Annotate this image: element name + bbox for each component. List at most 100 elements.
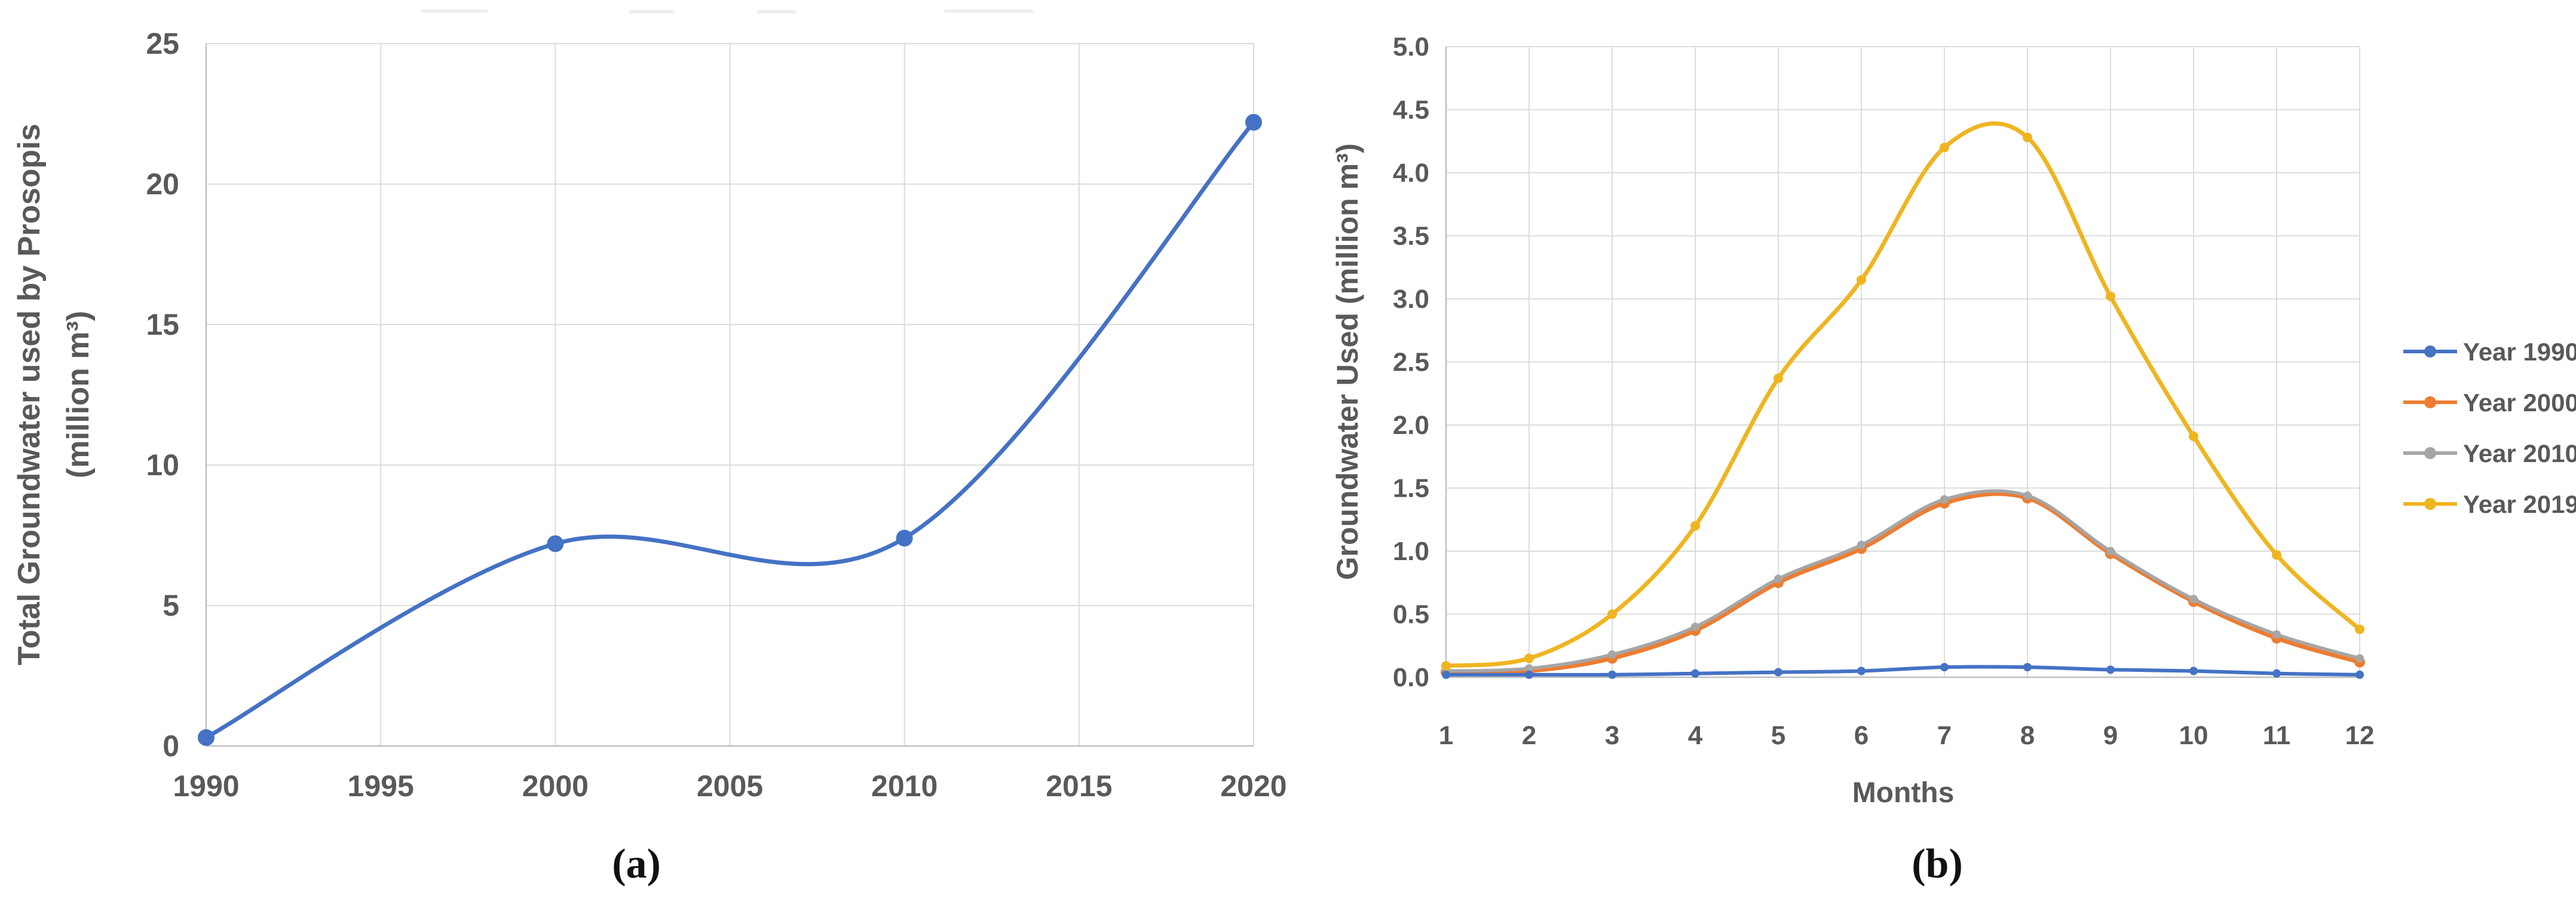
data-point-marker [2355,624,2364,634]
y-tick-label: 1.5 [1393,474,1429,503]
x-tick-label: 9 [2103,721,2118,750]
y-tick-label: 0.0 [1393,663,1429,692]
data-point-marker [1774,373,1783,383]
x-tick-label: 2000 [522,769,589,803]
chart-a-caption: (a) [612,841,661,887]
data-point-marker [2106,291,2115,301]
chart-b-gridlines [1445,46,2360,678]
series-line-year-2019 [1444,121,2362,668]
data-point-marker [2272,669,2281,678]
data-point-marker [2356,654,2364,663]
y-tick-label: 1.0 [1393,537,1429,566]
x-tick-label: 11 [2263,721,2291,750]
data-point-marker [2023,491,2032,500]
chart-a-gridlines [205,43,1254,747]
legend-marker [2424,498,2436,510]
data-point-marker [1857,540,1866,549]
data-point-marker [1940,142,1949,152]
data-point-marker [2356,670,2364,679]
y-tick-label: 4.5 [1393,96,1429,125]
y-tick-label: 0.5 [1393,600,1429,629]
data-point-marker [1690,521,1700,531]
legend-label: Year 2010 [2463,439,2576,467]
y-tick-label: 10 [146,448,179,482]
legend-marker [2424,346,2436,357]
y-tick-label: 4.0 [1393,158,1429,188]
y-tick-label: 20 [146,167,179,201]
data-point-marker [1525,670,1533,679]
y-tick-label: 2.5 [1393,348,1429,377]
y-tick-label: 3.5 [1393,222,1429,251]
series-line-year-1990 [1444,665,2361,677]
data-point-marker [2189,431,2198,441]
data-point-marker [1525,664,1533,673]
data-point-marker [896,530,913,547]
data-point-marker [2106,665,2115,674]
data-point-marker [1940,495,1949,504]
data-point-marker [1774,574,1782,583]
data-point-marker [2189,666,2198,675]
y-tick-label: 5 [163,589,179,622]
data-point-marker [2106,547,2115,555]
data-point-marker [2023,663,2032,672]
crop-artifact [944,10,1034,13]
x-tick-label: 2010 [871,769,938,803]
data-point-marker [547,535,564,552]
legend-label: Year 1990 [2463,338,2576,366]
data-point-marker [1608,670,1616,679]
data-point-marker [1608,650,1616,659]
crop-artifact [629,10,675,13]
data-point-marker [2272,550,2281,560]
x-tick-label: 6 [1854,721,1869,750]
x-tick-label: 4 [1688,721,1703,750]
series-line-year-2010 [1444,489,2361,673]
y-tick-label: 0 [163,729,179,763]
y-tick-label: 25 [146,27,179,60]
y-tick-label: 15 [146,308,179,341]
y-tick-label: 5.0 [1393,32,1429,62]
chart-b-tick-labels: 0.00.51.01.52.02.53.03.54.04.55.01 2 3 4 5 6 7… [1393,32,2375,750]
x-tick-label: 1995 [348,769,414,803]
chart-b-y-axis-title: Groundwater Used (million m³) [1331,143,1364,580]
legend-marker [2424,447,2436,459]
x-tick-label: 2005 [697,769,763,803]
data-point-marker [2272,630,2281,639]
data-point-marker [1940,663,1949,672]
data-point-marker [1524,653,1534,664]
crop-artifact [756,10,796,13]
y-tick-label: 2.0 [1393,411,1429,440]
chart-a-y-axis-title-line1: Total Groundwater used by Prosopis [12,124,47,665]
legend-marker [2424,396,2436,408]
x-tick-label: 7 [1937,721,1952,750]
chart-b-series [1441,121,2365,679]
chart-a-y-axis-title-line2: (million m³) [61,311,96,478]
data-point-marker [2189,595,2198,604]
data-point-marker [1245,114,1262,131]
data-point-marker [1441,661,1451,671]
crop-artifact [421,10,488,13]
data-point-marker [1857,666,1866,675]
chart-b-x-axis-title: Months [1852,777,1955,809]
x-tick-label: 2015 [1046,769,1112,803]
x-tick-label: 8 [2020,721,2035,750]
x-tick-label: 1990 [173,769,239,803]
data-point-marker [1442,670,1450,679]
data-point-marker [1774,668,1782,677]
legend-label: Year 2019 [2463,490,2576,518]
data-point-marker [198,729,215,746]
series-line-total-groundwater-used-by-prosopis [204,120,1256,740]
x-tick-label: 2020 [1220,769,1287,803]
chart-a-tick-labels: 0 5 10 15 20 25 1990 1995 2000 2005 2010 2015 2020 [146,27,1287,803]
x-tick-label: 5 [1771,721,1785,750]
data-point-marker [1691,622,1699,631]
x-tick-label: 12 [2345,721,2375,750]
chart-a-series [198,114,1262,746]
y-tick-label: 3.0 [1393,285,1429,314]
chart-b-caption: (b) [1912,841,1963,887]
data-point-marker [1857,275,1866,285]
x-tick-label: 10 [2179,721,2209,750]
chart-b-legend: Year 1990 Year 2000 Year 2010 Year 2019 [2403,338,2576,518]
data-point-marker [1607,609,1617,619]
data-point-marker [1691,669,1699,678]
